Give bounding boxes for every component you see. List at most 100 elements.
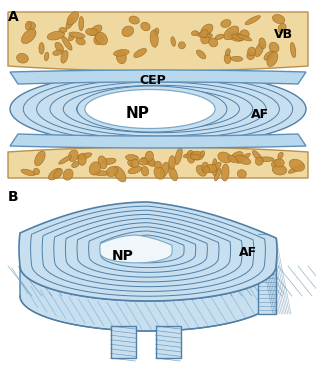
Polygon shape <box>63 85 253 133</box>
Polygon shape <box>31 206 265 296</box>
Ellipse shape <box>255 43 264 57</box>
Ellipse shape <box>289 159 305 171</box>
Polygon shape <box>8 12 308 71</box>
Ellipse shape <box>271 160 281 168</box>
Ellipse shape <box>33 168 40 175</box>
Ellipse shape <box>267 52 278 66</box>
Ellipse shape <box>252 151 263 162</box>
Ellipse shape <box>169 156 175 169</box>
Polygon shape <box>77 223 219 277</box>
Polygon shape <box>54 214 242 287</box>
Ellipse shape <box>278 152 283 159</box>
Bar <box>111 326 136 358</box>
Ellipse shape <box>28 22 36 29</box>
Ellipse shape <box>218 152 232 163</box>
Polygon shape <box>37 79 279 139</box>
Ellipse shape <box>128 166 142 174</box>
Ellipse shape <box>171 37 175 46</box>
Ellipse shape <box>245 16 260 25</box>
Ellipse shape <box>106 167 118 177</box>
Ellipse shape <box>240 30 249 39</box>
Ellipse shape <box>44 52 49 61</box>
Polygon shape <box>85 89 215 128</box>
Polygon shape <box>23 75 293 143</box>
Ellipse shape <box>113 166 126 182</box>
Ellipse shape <box>150 30 158 47</box>
Text: A: A <box>8 10 19 24</box>
Ellipse shape <box>39 43 44 54</box>
Polygon shape <box>10 72 306 146</box>
Ellipse shape <box>98 156 107 169</box>
Ellipse shape <box>128 160 134 167</box>
Polygon shape <box>100 235 172 263</box>
Ellipse shape <box>134 49 147 58</box>
Ellipse shape <box>76 37 85 45</box>
Ellipse shape <box>79 16 84 30</box>
Ellipse shape <box>21 169 35 176</box>
Ellipse shape <box>122 26 134 37</box>
Ellipse shape <box>17 53 28 63</box>
Ellipse shape <box>237 170 246 178</box>
Ellipse shape <box>141 22 150 31</box>
Ellipse shape <box>116 50 126 64</box>
Ellipse shape <box>191 151 204 160</box>
Ellipse shape <box>69 35 74 41</box>
Polygon shape <box>258 238 276 314</box>
Ellipse shape <box>53 50 62 55</box>
Ellipse shape <box>141 167 149 176</box>
Bar <box>155 326 180 358</box>
Ellipse shape <box>221 20 231 27</box>
Ellipse shape <box>61 50 68 63</box>
Ellipse shape <box>95 32 107 45</box>
Ellipse shape <box>102 158 116 165</box>
Ellipse shape <box>237 153 250 163</box>
Ellipse shape <box>154 28 159 36</box>
Ellipse shape <box>222 164 229 181</box>
Ellipse shape <box>290 42 296 58</box>
Polygon shape <box>77 86 227 132</box>
Ellipse shape <box>272 14 285 23</box>
Ellipse shape <box>175 148 182 165</box>
Ellipse shape <box>69 150 78 162</box>
Polygon shape <box>50 82 266 136</box>
Ellipse shape <box>190 154 200 160</box>
Polygon shape <box>90 92 226 126</box>
Ellipse shape <box>148 158 155 167</box>
Polygon shape <box>76 89 240 129</box>
Ellipse shape <box>209 38 218 47</box>
Ellipse shape <box>90 25 102 36</box>
Ellipse shape <box>259 38 266 49</box>
Polygon shape <box>112 235 184 263</box>
Ellipse shape <box>78 154 86 165</box>
Ellipse shape <box>131 159 139 168</box>
Ellipse shape <box>197 50 206 59</box>
Ellipse shape <box>215 34 224 39</box>
Ellipse shape <box>77 153 92 160</box>
Ellipse shape <box>264 51 274 60</box>
Polygon shape <box>10 134 306 148</box>
Polygon shape <box>89 227 207 272</box>
Ellipse shape <box>272 165 287 175</box>
Polygon shape <box>65 219 231 282</box>
Ellipse shape <box>258 157 274 162</box>
Ellipse shape <box>125 155 139 161</box>
Ellipse shape <box>269 42 279 52</box>
Text: AF: AF <box>239 246 257 259</box>
Ellipse shape <box>212 159 217 176</box>
Ellipse shape <box>47 31 64 40</box>
Ellipse shape <box>289 164 304 173</box>
Ellipse shape <box>228 155 237 162</box>
Ellipse shape <box>248 47 255 56</box>
Ellipse shape <box>21 29 36 43</box>
Ellipse shape <box>55 42 64 52</box>
Ellipse shape <box>59 27 67 32</box>
Ellipse shape <box>66 18 74 29</box>
Ellipse shape <box>231 56 243 61</box>
Polygon shape <box>100 231 196 267</box>
Ellipse shape <box>94 35 103 45</box>
Ellipse shape <box>232 34 244 40</box>
Ellipse shape <box>200 30 208 38</box>
Text: B: B <box>8 190 19 204</box>
Ellipse shape <box>215 168 221 181</box>
Ellipse shape <box>113 50 129 56</box>
